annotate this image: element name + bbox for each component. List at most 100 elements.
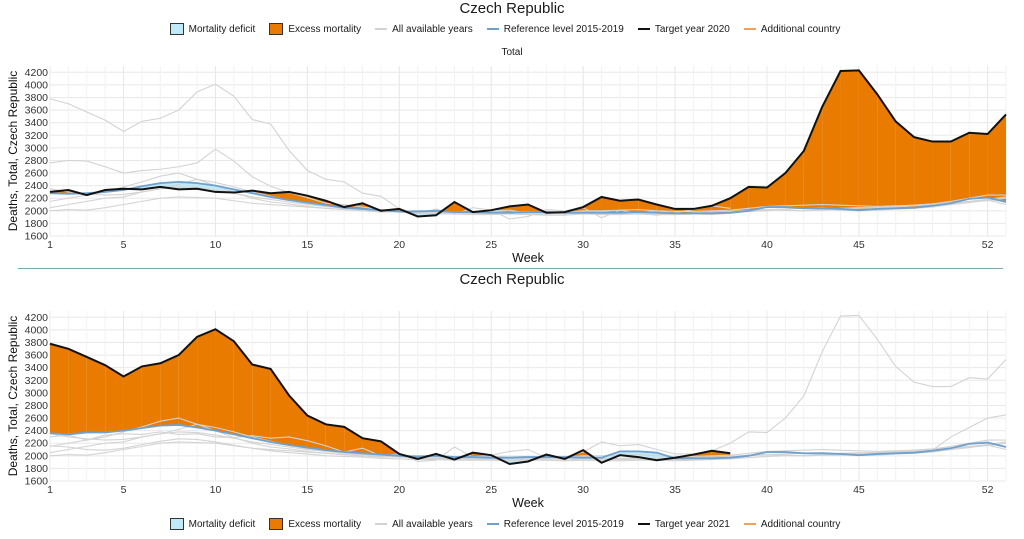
y-tick-label: 1600 <box>25 231 49 243</box>
legend-top-item: Reference level 2015-2019 <box>486 23 624 35</box>
x-tick-label: 1 <box>47 239 53 251</box>
excess-area <box>601 196 620 213</box>
other-year-line <box>49 186 1007 215</box>
excess-area <box>289 395 308 448</box>
y-tick-label: 4000 <box>25 79 49 91</box>
legend-top-line-additional <box>743 28 756 30</box>
x-tick-label: 45 <box>853 484 865 496</box>
chart-bottom: 1600180020002200240026002800300032003400… <box>6 311 1007 510</box>
legend-top-swatch-excess <box>269 23 284 35</box>
target-line <box>49 69 1007 218</box>
divider <box>18 268 1003 269</box>
legend-top-item: Additional country <box>743 23 841 35</box>
legend-bottom-label: Excess mortality <box>288 518 362 530</box>
y-tick-label: 2200 <box>25 438 49 450</box>
other-year-line <box>49 431 1007 460</box>
y-tick-label: 2400 <box>25 425 49 437</box>
excess-area <box>932 141 951 206</box>
y-tick-label: 1800 <box>25 218 49 230</box>
legend-bottom-line-other_years <box>375 523 388 525</box>
legend-top-label: All available years <box>392 23 473 35</box>
legend-top-item: Target year 2020 <box>637 24 730 35</box>
excess-area <box>711 198 731 214</box>
legend-bottom-label: Additional country <box>760 518 841 530</box>
legend-bottom: Mortality deficit Excess mortality All ava… <box>0 515 1024 533</box>
y-tick-label: 3600 <box>25 105 49 117</box>
excess-area <box>215 329 234 435</box>
legend-top-label: Mortality deficit <box>188 23 256 35</box>
legend-bottom-item: Target year 2021 <box>637 519 730 530</box>
legend-bottom-item: Reference level 2015-2019 <box>486 519 624 530</box>
excess-area <box>914 137 933 208</box>
x-tick-label: 25 <box>485 239 497 251</box>
x-tick-label: 40 <box>761 239 773 251</box>
legend-bottom-line-reference <box>486 523 499 525</box>
x-tick-label: 30 <box>577 239 589 251</box>
excess-area <box>803 106 823 209</box>
excess-area <box>178 336 198 428</box>
x-tick-label: 5 <box>121 484 127 496</box>
legend-top-line-reference <box>486 28 499 30</box>
x-tick-label: 25 <box>485 484 497 496</box>
y-tick-label: 4200 <box>25 312 49 324</box>
x-tick-label: 20 <box>393 484 405 496</box>
chart-title-top: Czech Republic <box>459 0 565 17</box>
legend-top: Mortality deficit Excess mortality All ava… <box>0 20 1024 38</box>
excess-area <box>822 71 841 209</box>
other-year-line <box>49 314 1007 463</box>
x-tick-label: 15 <box>302 239 314 251</box>
x-tick-label: 40 <box>761 484 773 496</box>
excess-area <box>325 424 345 453</box>
y-tick-label: 3200 <box>25 375 49 387</box>
excess-area <box>895 121 915 209</box>
y-tick-label: 4000 <box>25 324 49 336</box>
x-tick-label: 15 <box>302 484 314 496</box>
legend-bottom-swatch-excess <box>269 518 284 530</box>
x-tick-label: 45 <box>853 239 865 251</box>
legend-top-label: Excess mortality <box>288 23 362 35</box>
y-tick-label: 2000 <box>25 450 49 462</box>
excess-area <box>105 365 124 433</box>
y-tick-label: 2600 <box>25 413 49 425</box>
excess-area <box>141 363 161 429</box>
y-tick-label: 2400 <box>25 180 49 192</box>
y-tick-label: 2800 <box>25 155 49 167</box>
x-tick-label: 35 <box>669 484 681 496</box>
legend-top-swatch-deficit <box>169 23 184 35</box>
legend-bottom-item: Excess mortality <box>269 518 361 530</box>
x-tick-label: 52 <box>982 239 994 251</box>
target-line <box>49 328 731 466</box>
reference-line <box>49 424 1007 460</box>
panel-label-total: Total <box>501 47 523 58</box>
excess-area <box>252 364 271 442</box>
legend-bottom-label: Mortality deficit <box>188 518 256 530</box>
excess-area <box>969 132 988 199</box>
excess-area <box>748 186 767 211</box>
chart-title-bottom: Czech Republic <box>459 271 565 288</box>
reference-line <box>49 180 1007 215</box>
excess-area <box>730 186 749 213</box>
excess-area <box>344 426 363 454</box>
legend-top-label: Additional country <box>760 23 841 35</box>
x-tick-label: 52 <box>982 484 994 496</box>
legend-top-item: Excess mortality <box>269 23 361 35</box>
legend-top-label: Reference level 2015-2019 <box>503 23 624 35</box>
legend-bottom-line-target <box>637 523 650 525</box>
y-tick-label: 1800 <box>25 463 49 475</box>
x-tick-label: 20 <box>393 239 405 251</box>
excess-area <box>50 343 69 435</box>
y-tick-label: 3200 <box>25 130 49 142</box>
y-tick-label: 3600 <box>25 350 49 362</box>
legend-top-item: Mortality deficit <box>169 23 256 35</box>
y-tick-label: 3800 <box>25 337 49 349</box>
y-tick-label: 2600 <box>25 168 49 180</box>
excess-area <box>858 70 878 211</box>
legend-bottom-label: All available years <box>392 518 473 530</box>
y-tick-label: 3400 <box>25 117 49 129</box>
legend-bottom-swatch-deficit <box>169 518 184 530</box>
excess-area <box>68 348 87 435</box>
y-tick-label: 3000 <box>25 387 49 399</box>
y-tick-label: 3800 <box>25 92 49 104</box>
excess-area <box>160 355 179 426</box>
